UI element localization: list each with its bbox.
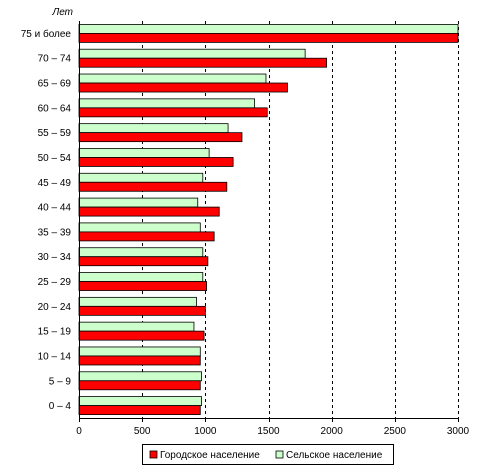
x-tick-label: 2500 <box>384 426 407 437</box>
category-label: 50 – 54 <box>38 153 72 164</box>
bar-urban <box>78 107 268 118</box>
bar-urban <box>78 405 201 415</box>
bar-rural <box>78 272 204 282</box>
bar-rural <box>78 73 267 84</box>
legend-label-rural: Сельское население <box>286 450 383 461</box>
legend: Городское население Сельское население <box>142 444 394 465</box>
bar-rural <box>78 197 199 208</box>
category-label: 10 – 14 <box>38 351 72 362</box>
bar-rural <box>78 222 201 233</box>
x-tick-label: 0 <box>76 426 82 437</box>
bar-urban <box>78 181 228 192</box>
category-label: 55 – 59 <box>38 128 72 139</box>
bar-rural <box>78 48 306 59</box>
bar-urban <box>78 206 220 217</box>
category-label: 5 – 9 <box>49 376 72 387</box>
bar-urban <box>78 281 207 291</box>
bar-urban <box>78 380 201 391</box>
y-axis-label: Лет <box>51 7 73 18</box>
bar-urban <box>78 256 209 267</box>
bar-rural <box>78 24 459 34</box>
category-label: 25 – 29 <box>38 277 72 288</box>
bars <box>78 24 459 415</box>
legend-swatch-rural <box>275 450 284 459</box>
category-label: 45 – 49 <box>38 178 72 189</box>
bar-urban <box>78 82 288 93</box>
x-tick-label: 1000 <box>194 426 217 437</box>
category-label: 60 – 64 <box>38 103 72 114</box>
x-tick-label: 500 <box>134 426 151 437</box>
bar-urban <box>78 33 459 43</box>
bar-rural <box>78 98 256 109</box>
category-label: 15 – 19 <box>38 327 72 338</box>
x-tick-label: 2000 <box>321 426 344 437</box>
category-label: 35 – 39 <box>38 227 72 238</box>
bar-rural <box>78 123 229 134</box>
legend-swatch-urban <box>149 450 158 459</box>
category-label: 0 – 4 <box>49 401 72 412</box>
bar-urban <box>78 57 328 68</box>
category-label: 75 и более <box>21 28 72 40</box>
legend-label-urban: Городское население <box>160 450 260 461</box>
bar-urban <box>78 355 201 366</box>
bar-urban <box>78 330 205 341</box>
x-tick-label: 3000 <box>447 426 470 437</box>
bar-urban <box>78 231 215 242</box>
category-label: 40 – 44 <box>38 203 72 214</box>
category-label: 20 – 24 <box>38 302 72 313</box>
legend-box <box>142 444 394 465</box>
category-label: 70 – 74 <box>38 54 72 65</box>
x-tick-label: 1500 <box>257 426 280 437</box>
bar-rural <box>78 172 204 183</box>
category-label: 30 – 34 <box>38 252 72 263</box>
bar-rural <box>78 346 201 357</box>
x-tick-labels: 0 500 1000 1500 2000 2500 3000 <box>76 418 470 437</box>
bar-rural <box>78 148 210 158</box>
bar-rural <box>78 247 204 258</box>
bar-rural <box>78 321 195 332</box>
bar-rural <box>78 296 197 307</box>
bar-rural <box>78 371 202 382</box>
category-label: 65 – 69 <box>38 79 72 90</box>
bar-urban <box>78 132 243 143</box>
bar-urban <box>78 305 206 316</box>
bar-urban <box>78 157 234 167</box>
bar-rural <box>78 396 202 406</box>
category-labels: 75 и более 70 – 74 65 – 69 60 – 64 55 – 59 50… <box>21 28 72 412</box>
